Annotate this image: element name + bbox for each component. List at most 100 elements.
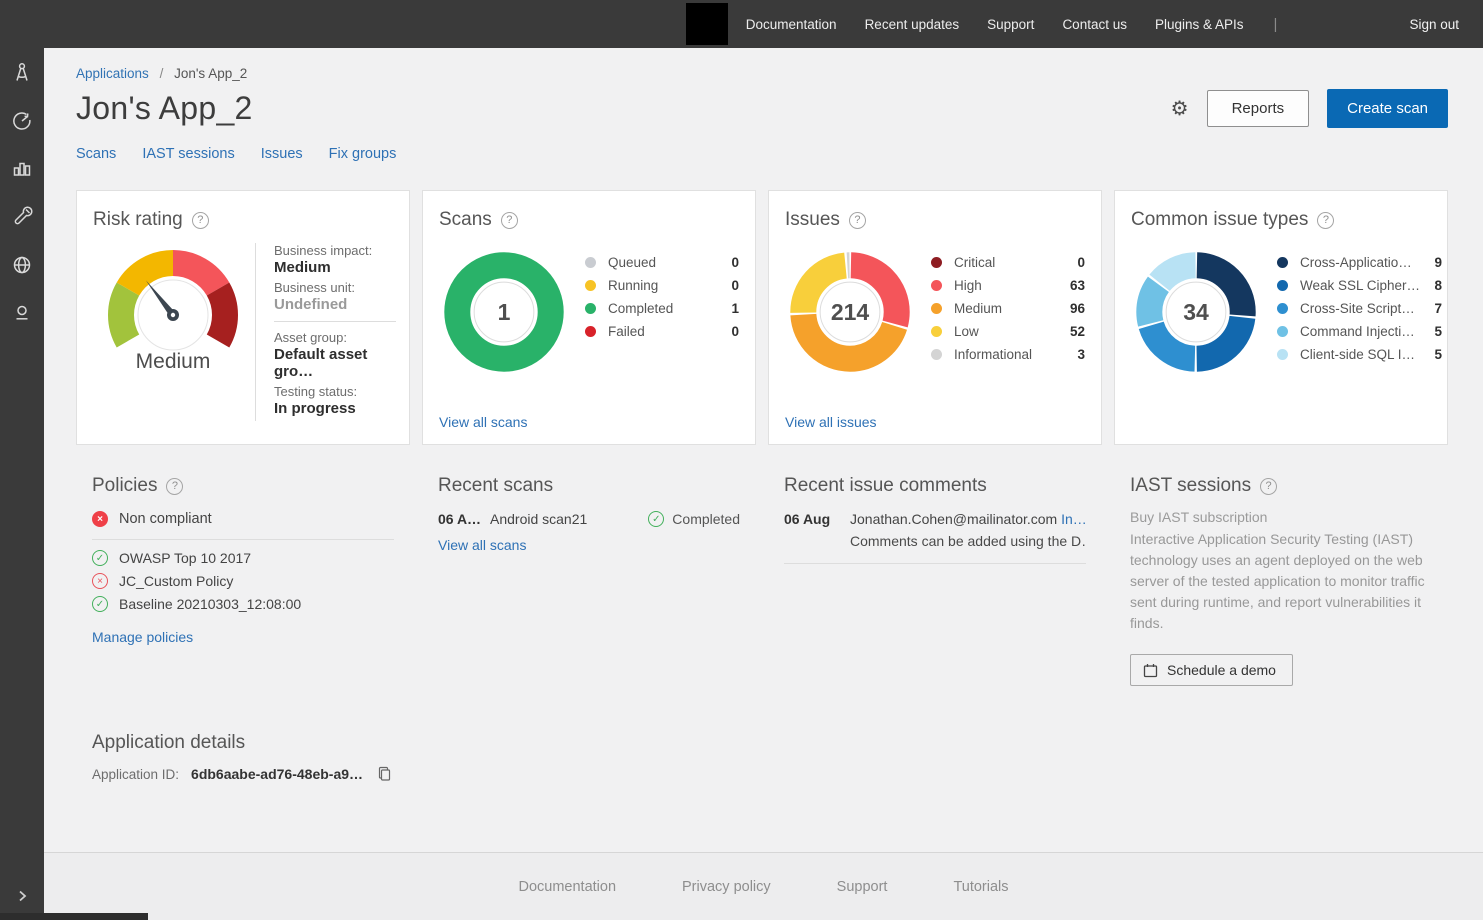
recent-comments-heading: Recent issue comments <box>784 475 987 497</box>
calendar-icon <box>1143 663 1158 678</box>
breadcrumb-separator: / <box>160 66 164 81</box>
tab-issues[interactable]: Issues <box>261 146 303 162</box>
tab-iast-sessions[interactable]: IAST sessions <box>142 146 234 162</box>
iast-title-row: IAST sessions ? <box>1130 475 1432 497</box>
card-title: Common issue types ? <box>1131 209 1431 231</box>
help-icon[interactable]: ? <box>501 212 518 229</box>
legend-count: 52 <box>1063 324 1085 339</box>
copy-icon[interactable] <box>377 766 392 782</box>
policies-title-row: Policies ? <box>92 475 394 497</box>
scans-card: Scans ? 1 Queued 0 <box>422 190 756 445</box>
bar-chart-icon[interactable] <box>9 156 35 182</box>
breadcrumb-applications[interactable]: Applications <box>76 66 149 81</box>
help-icon[interactable]: ? <box>166 478 183 495</box>
application-details-section: Application details Application ID: 6db6… <box>76 732 1483 782</box>
logo <box>686 3 728 45</box>
settings-gear-icon[interactable]: ⚙ <box>1171 99 1189 119</box>
globe-icon[interactable] <box>9 252 35 278</box>
legend-dot <box>931 303 942 314</box>
application-id-value: 6db6aabe-ad76-48eb-a9… <box>191 766 363 782</box>
issues-legend: Critical 0 High 63 Medium 96 <box>931 251 1085 377</box>
footer: Documentation Privacy policy Support Tut… <box>44 852 1483 920</box>
secondary-sections: Policies ? × Non compliant ✓ OWASP Top 1… <box>76 475 1483 686</box>
legend-dot <box>1277 257 1288 268</box>
sidebar-expand-chevron-icon[interactable] <box>0 888 44 904</box>
footer-support[interactable]: Support <box>837 879 888 895</box>
policy-item: × JC_Custom Policy <box>92 573 394 589</box>
footer-documentation[interactable]: Documentation <box>518 879 616 895</box>
nav-support[interactable]: Support <box>987 17 1034 32</box>
legend-dot <box>585 326 596 337</box>
iast-subscription-text: Buy IAST subscription <box>1130 509 1432 525</box>
footer-tutorials[interactable]: Tutorials <box>953 879 1008 895</box>
comment-author: Jonathan.Cohen@mailinator.com In… <box>850 511 1086 527</box>
legend-item-critical: Critical 0 <box>931 251 1085 274</box>
nav-plugins-apis[interactable]: Plugins & APIs <box>1155 17 1244 32</box>
footer-privacy-policy[interactable]: Privacy policy <box>682 879 771 895</box>
risk-card-body: Medium Business impact: Medium Business … <box>93 243 393 421</box>
recent-scans-section: Recent scans 06 A… Android scan21 ✓ Comp… <box>422 475 756 555</box>
recent-scans-title: Recent scans <box>438 475 740 497</box>
manage-policies-link[interactable]: Manage policies <box>92 629 193 645</box>
sign-out-link[interactable]: Sign out <box>1409 17 1459 32</box>
risk-gauge-chart <box>97 243 249 361</box>
comment-text: Comments can be added using the D… <box>850 533 1086 549</box>
scans-card-body: 1 Queued 0 Running 0 <box>439 243 739 377</box>
comment-row: 06 Aug Jonathan.Cohen@mailinator.com In…… <box>784 511 1086 564</box>
legend-item-failed: Failed 0 <box>585 320 739 343</box>
wrench-tools-icon[interactable] <box>9 204 35 230</box>
pass-check-icon: ✓ <box>92 596 108 612</box>
recent-scan-row[interactable]: 06 A… Android scan21 ✓ Completed <box>438 511 740 527</box>
applications-compass-icon[interactable] <box>9 60 35 86</box>
help-icon[interactable]: ? <box>1317 212 1334 229</box>
create-scan-button[interactable]: Create scan <box>1327 89 1448 128</box>
common-issue-types-card: Common issue types ? 34 Cross-Applicatio… <box>1114 190 1448 445</box>
risk-rating-card: Risk rating ? Medium Business impact: Me… <box>76 190 410 445</box>
application-details-heading: Application details <box>92 732 245 754</box>
legend-label: Cross-Site Script… <box>1300 301 1420 316</box>
common-legend: Cross-Applicatio… 9 Weak SSL Cipher… 8 C… <box>1277 251 1442 377</box>
legend-count: 63 <box>1063 278 1085 293</box>
policy-status-text: Non compliant <box>119 511 212 527</box>
comment-issue-link[interactable]: In… <box>1061 511 1086 527</box>
legend-item-cross-application: Cross-Applicatio… 9 <box>1277 251 1442 274</box>
business-unit-label: Business unit: <box>274 280 396 295</box>
bottom-status-strip <box>0 913 148 920</box>
view-all-scans-link-2[interactable]: View all scans <box>438 537 526 553</box>
scan-status-text: Completed <box>672 511 740 527</box>
scans-title: Scans <box>439 209 492 231</box>
schedule-demo-label: Schedule a demo <box>1167 662 1276 678</box>
scan-status: ✓ Completed <box>648 511 740 527</box>
reports-button[interactable]: Reports <box>1207 90 1310 127</box>
page-title: Jon's App_2 <box>76 90 253 127</box>
legend-count: 7 <box>1420 301 1442 316</box>
legend-label: Medium <box>954 301 1063 316</box>
legend-count: 0 <box>717 324 739 339</box>
scan-date: 06 A… <box>438 511 490 527</box>
tab-scans[interactable]: Scans <box>76 146 116 162</box>
business-impact-label: Business impact: <box>274 243 396 258</box>
testing-status-value: In progress <box>274 400 396 417</box>
schedule-demo-button[interactable]: Schedule a demo <box>1130 654 1293 686</box>
legend-count: 5 <box>1420 324 1442 339</box>
tab-fix-groups[interactable]: Fix groups <box>329 146 397 162</box>
gauge-dashboard-icon[interactable] <box>9 108 35 134</box>
view-all-scans-link[interactable]: View all scans <box>439 414 527 430</box>
nav-recent-updates[interactable]: Recent updates <box>865 17 960 32</box>
app-root: Documentation Recent updates Support Con… <box>0 0 1483 920</box>
policy-compliance-status: × Non compliant <box>92 511 394 527</box>
risk-rating-title: Risk rating <box>93 209 183 231</box>
help-icon[interactable]: ? <box>849 212 866 229</box>
nav-documentation[interactable]: Documentation <box>746 17 837 32</box>
help-icon[interactable]: ? <box>192 212 209 229</box>
completed-check-icon: ✓ <box>648 511 664 527</box>
common-issue-types-title: Common issue types <box>1131 209 1308 231</box>
nav-contact-us[interactable]: Contact us <box>1062 17 1127 32</box>
common-card-body: 34 Cross-Applicatio… 9 Weak SSL Cipher… … <box>1131 243 1431 377</box>
iast-sessions-section: IAST sessions ? Buy IAST subscription In… <box>1114 475 1448 686</box>
help-icon[interactable]: ? <box>1260 478 1277 495</box>
iast-title: IAST sessions <box>1130 475 1251 497</box>
user-icon[interactable] <box>9 300 35 326</box>
policies-section: Policies ? × Non compliant ✓ OWASP Top 1… <box>76 475 410 647</box>
view-all-issues-link[interactable]: View all issues <box>785 414 877 430</box>
